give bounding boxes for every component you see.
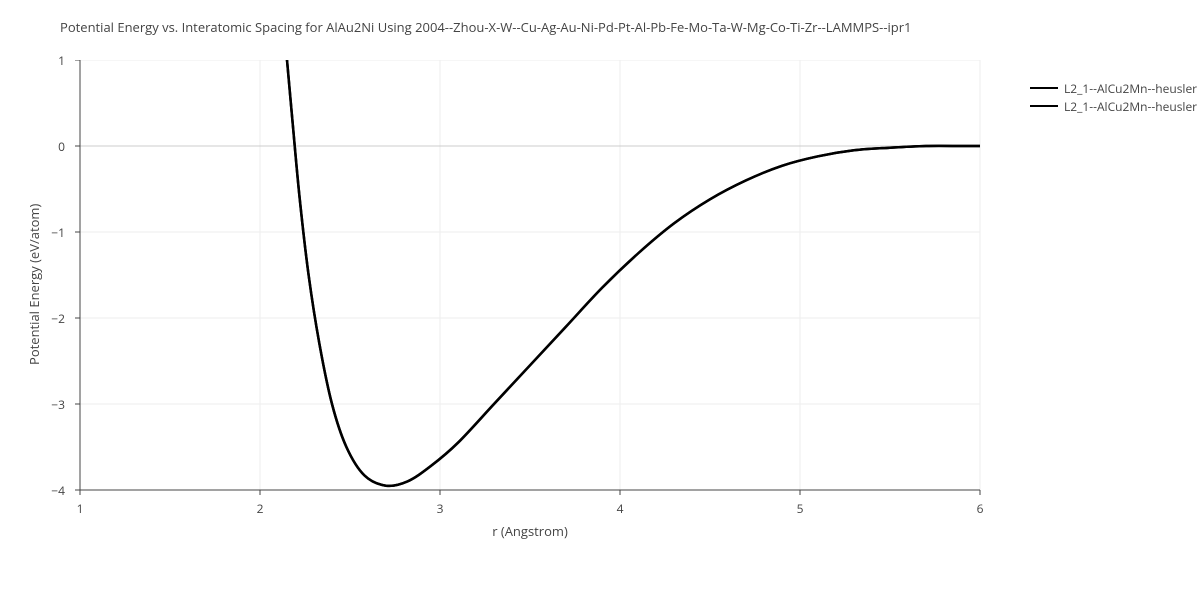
y-tick-label: 1	[35, 52, 65, 69]
x-tick-label: 3	[425, 500, 455, 517]
legend-swatch-icon	[1030, 87, 1058, 89]
x-tick-label: 2	[245, 500, 275, 517]
y-tick-label: −1	[35, 224, 65, 241]
series-line-1[interactable]	[287, 60, 980, 486]
x-axis-title: r (Angstrom)	[480, 522, 580, 540]
y-tick-label: −4	[35, 482, 65, 499]
legend-label: L2_1--AlCu2Mn--heusler	[1064, 80, 1197, 97]
y-tick-label: −3	[35, 396, 65, 413]
legend-label: L2_1--AlCu2Mn--heusler	[1064, 98, 1197, 115]
chart-container: Potential Energy vs. Interatomic Spacing…	[0, 0, 1200, 600]
plot-area[interactable]	[74, 60, 981, 497]
x-tick-label: 6	[965, 500, 995, 517]
y-tick-label: −2	[35, 310, 65, 327]
series-line-0[interactable]	[287, 60, 980, 486]
chart-title: Potential Energy vs. Interatomic Spacing…	[60, 18, 912, 36]
x-tick-label: 5	[785, 500, 815, 517]
legend[interactable]: L2_1--AlCu2Mn--heuslerL2_1--AlCu2Mn--heu…	[1030, 80, 1197, 116]
y-tick-label: 0	[35, 138, 65, 155]
legend-item-1[interactable]: L2_1--AlCu2Mn--heusler	[1030, 98, 1197, 114]
x-tick-label: 1	[65, 500, 95, 517]
x-tick-label: 4	[605, 500, 635, 517]
legend-item-0[interactable]: L2_1--AlCu2Mn--heusler	[1030, 80, 1197, 96]
legend-swatch-icon	[1030, 105, 1058, 107]
